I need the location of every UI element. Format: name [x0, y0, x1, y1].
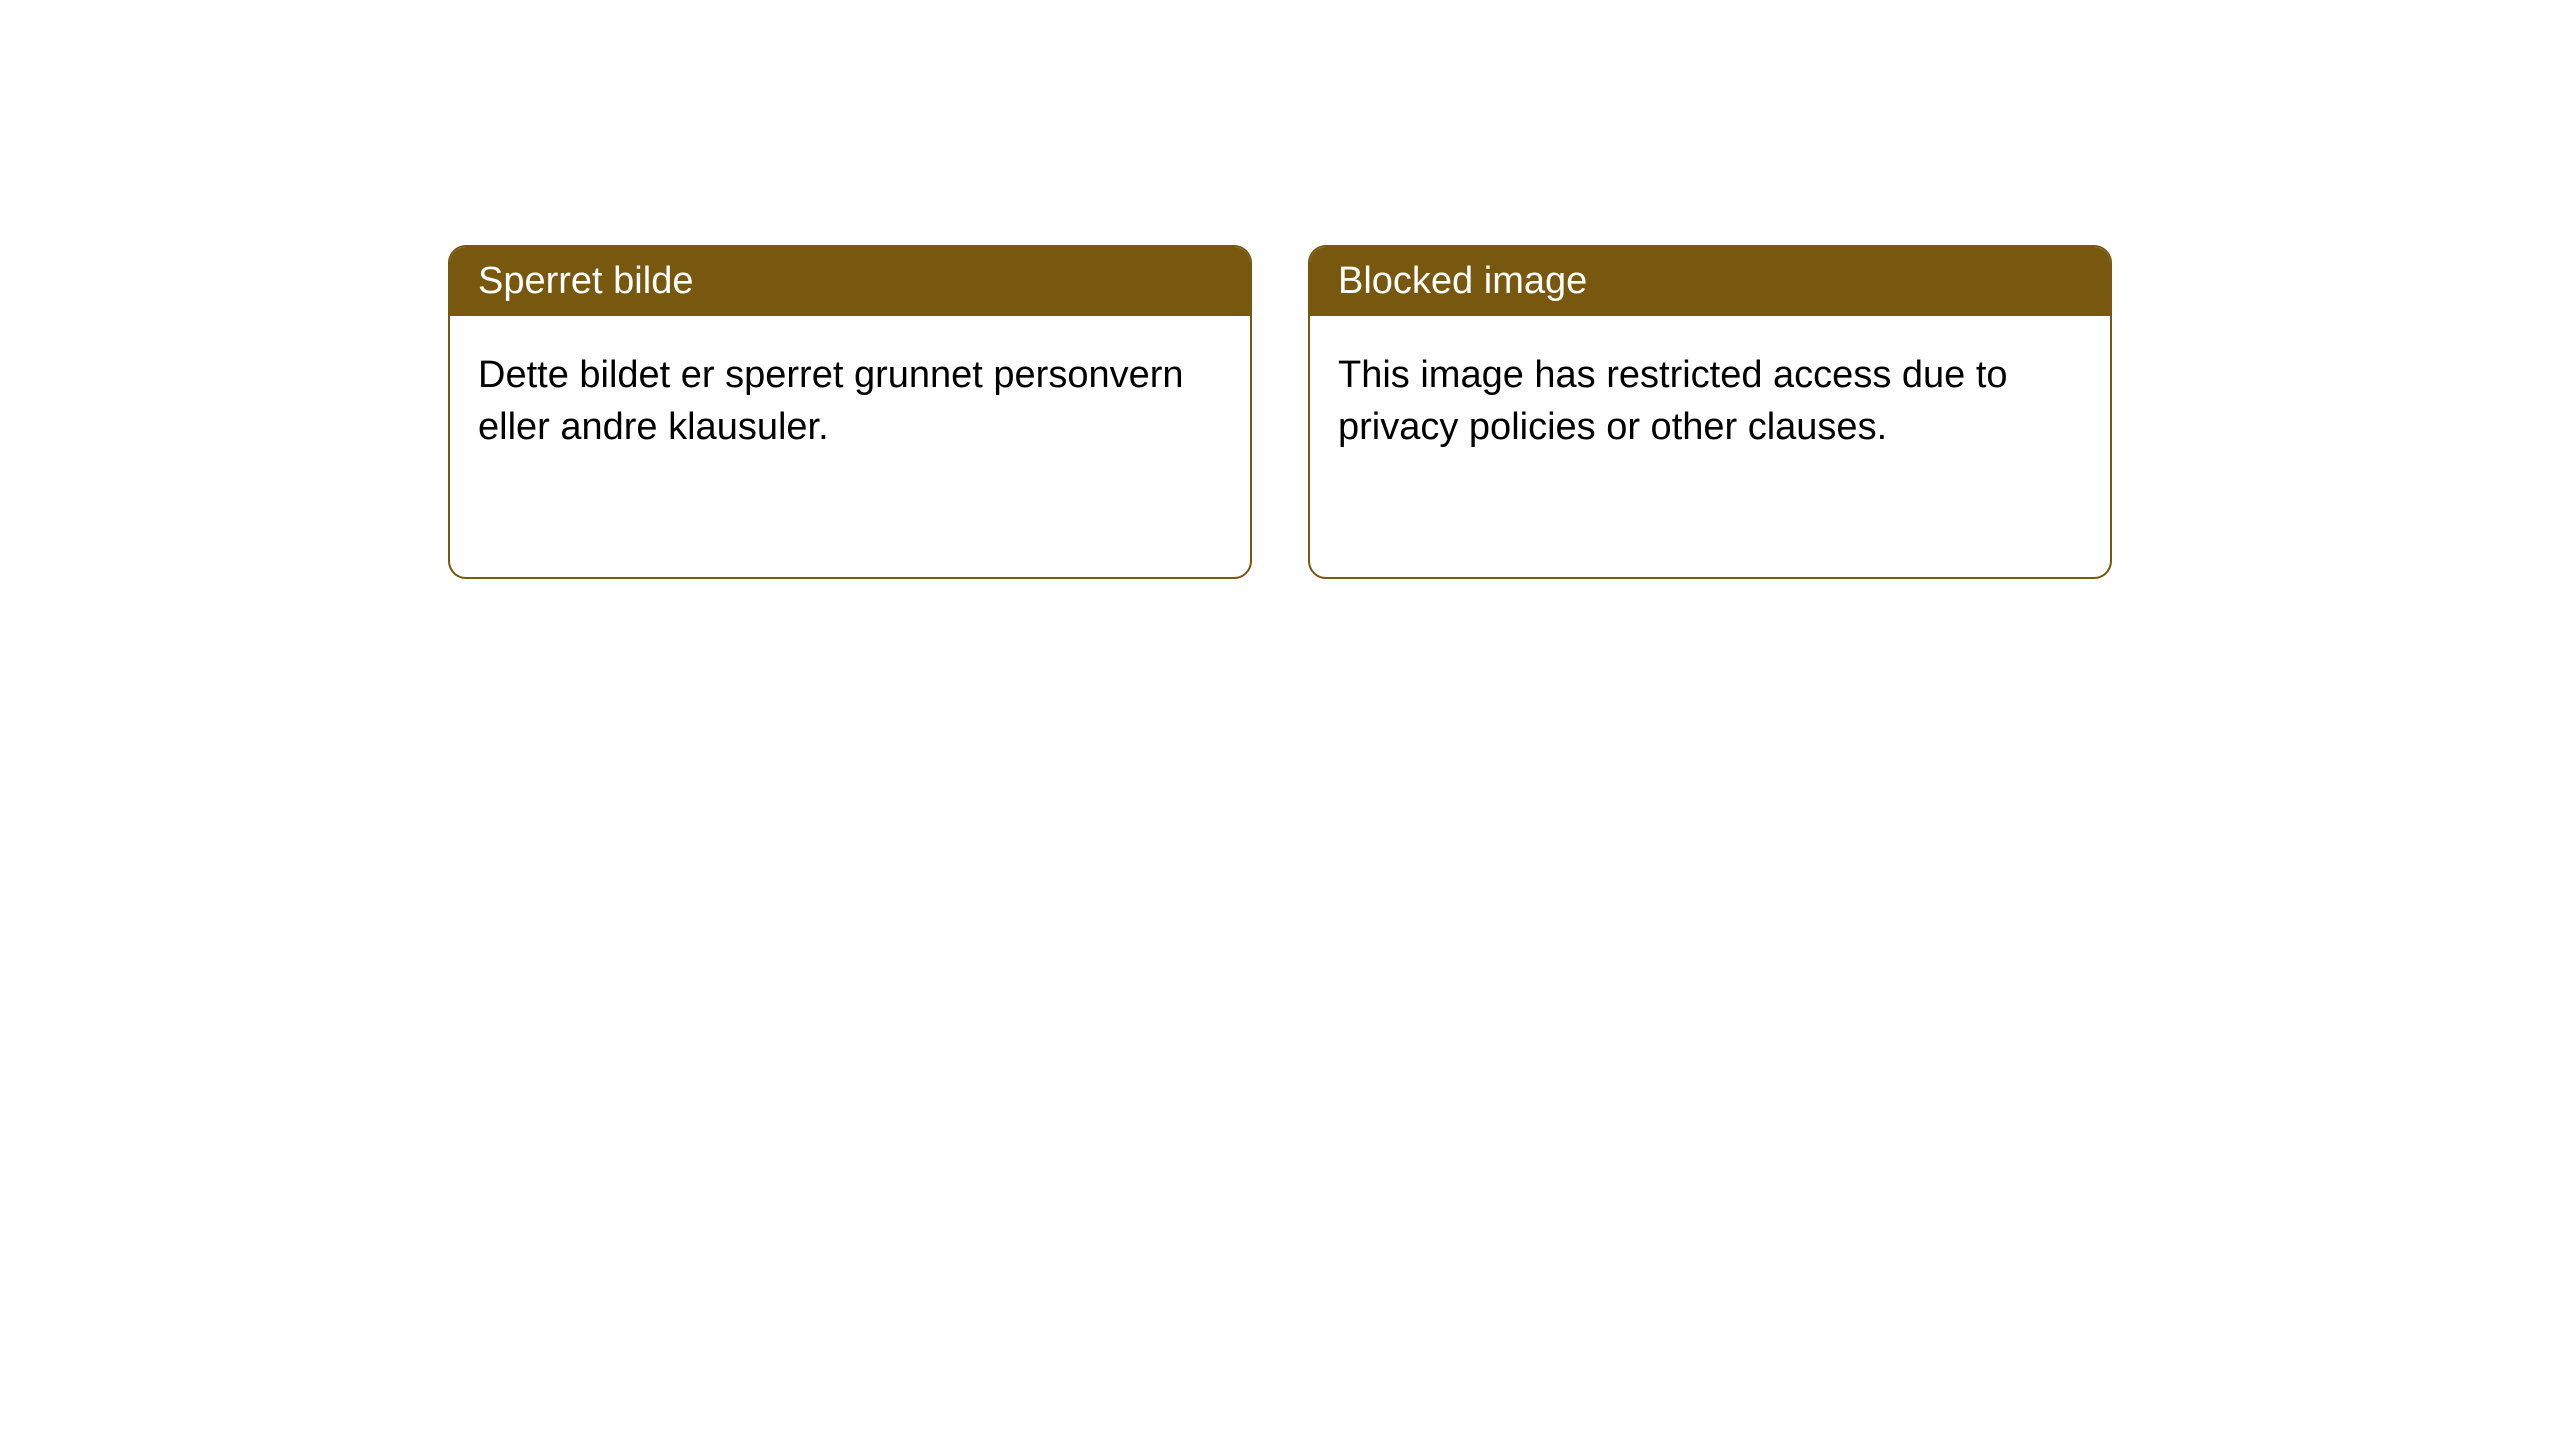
notice-card-english: Blocked image This image has restricted … [1308, 245, 2112, 579]
notice-card-body: Dette bildet er sperret grunnet personve… [450, 316, 1250, 487]
notice-container: Sperret bilde Dette bildet er sperret gr… [0, 0, 2560, 579]
notice-title: Blocked image [1338, 260, 1587, 302]
notice-card-body: This image has restricted access due to … [1310, 316, 2110, 487]
notice-title: Sperret bilde [478, 260, 693, 302]
notice-card-header: Sperret bilde [450, 247, 1250, 316]
notice-body-text: This image has restricted access due to … [1338, 354, 2008, 447]
notice-card-norwegian: Sperret bilde Dette bildet er sperret gr… [448, 245, 1252, 579]
notice-card-header: Blocked image [1310, 247, 2110, 316]
notice-body-text: Dette bildet er sperret grunnet personve… [478, 354, 1184, 447]
